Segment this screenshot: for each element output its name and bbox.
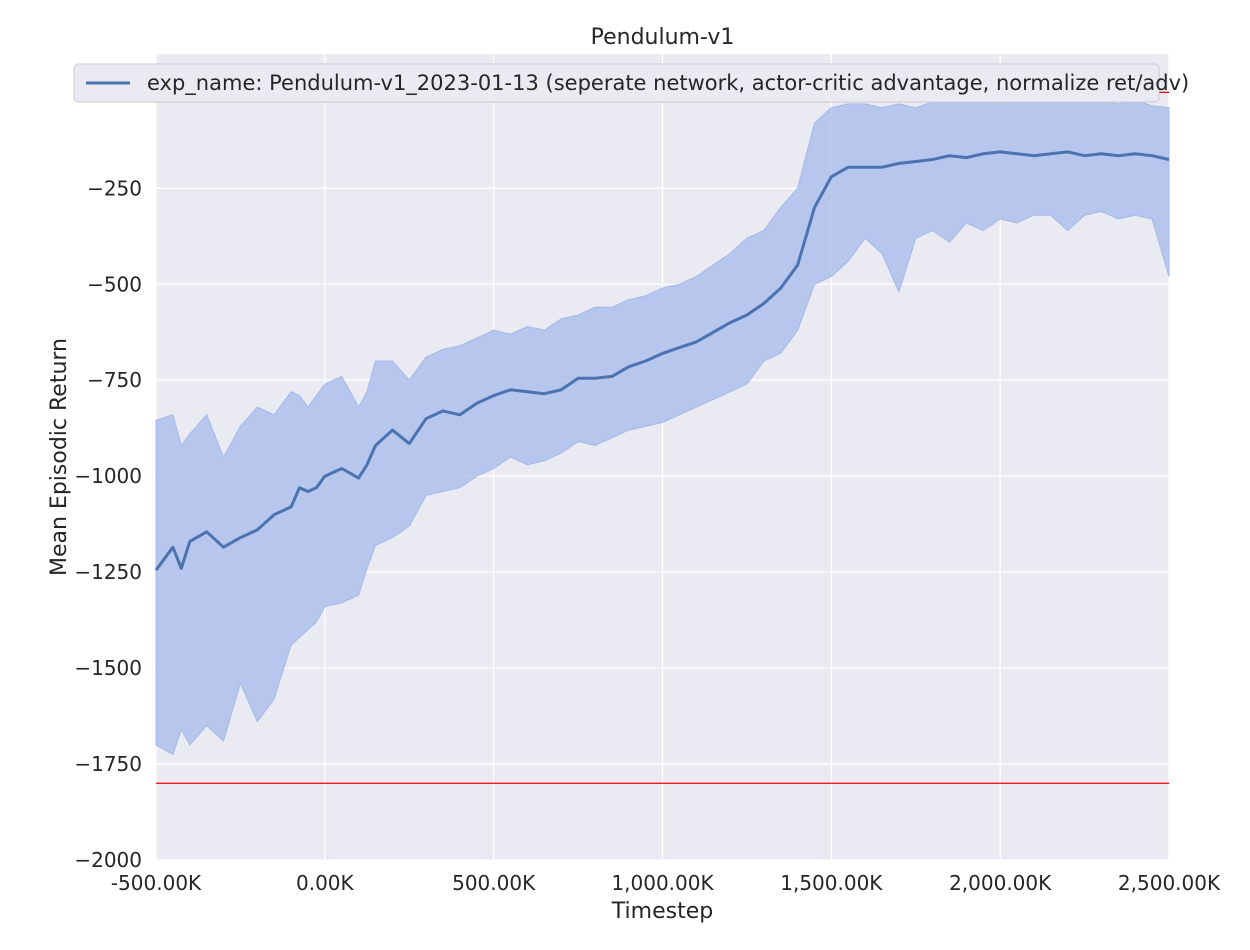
legend-box (73, 63, 1160, 103)
chart-title: Pendulum-v1 (591, 25, 735, 50)
legend: exp_name: Pendulum-v1_2023-01-13 (sepera… (73, 63, 1189, 103)
confidence-band-layer (155, 99, 1170, 756)
y-axis-label: Mean Episodic Return (47, 338, 72, 576)
y-tick-label: −1500 (74, 656, 142, 680)
y-tick-label: −2000 (74, 848, 142, 872)
x-tick-label: 2,000.00K (949, 871, 1052, 895)
series-line (154, 150, 1170, 572)
y-tick-label: −1250 (74, 560, 142, 584)
x-tick-label: 2,500.00K (1118, 871, 1221, 895)
x-axis-label: Timestep (611, 899, 713, 924)
series-line-layer (154, 150, 1170, 572)
x-tick-label: 1,000.00K (611, 871, 714, 895)
x-tick-label: 500.00K (452, 871, 536, 895)
y-tick-label: −1000 (74, 464, 142, 488)
y-tick-label: −250 (87, 176, 142, 200)
y-tick-labels: 0−250−500−750−1000−1250−1500−1750−2000 (74, 80, 142, 872)
confidence-band (155, 99, 1170, 756)
y-tick-label: −750 (87, 368, 142, 392)
x-tick-label: 0.00K (296, 871, 355, 895)
x-tick-labels: -500.00K 0.00K 500.00K 1,000.00K 1,500.00K 2,… (111, 871, 1221, 895)
y-tick-label: −500 (87, 272, 142, 296)
x-tick-label: 1,500.00K (780, 871, 883, 895)
y-tick-label: −1750 (74, 752, 142, 776)
x-tick-label: -500.00K (111, 871, 202, 895)
legend-entry: exp_name: Pendulum-v1_2023-01-13 (sepera… (147, 71, 1189, 96)
